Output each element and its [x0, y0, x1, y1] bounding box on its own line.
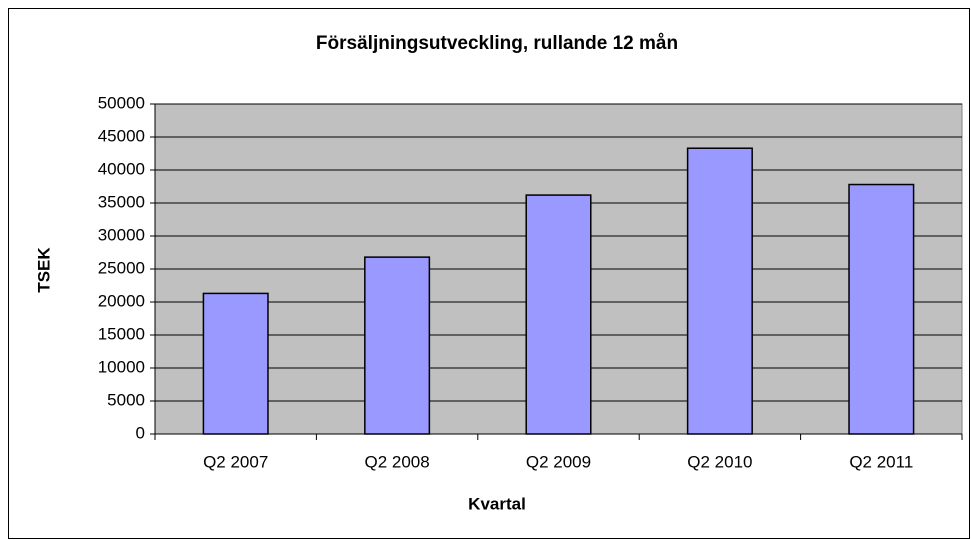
y-tick-label: 40000 — [98, 159, 145, 178]
y-tick-label: 50000 — [98, 93, 145, 112]
y-tick-label: 30000 — [98, 225, 145, 244]
y-tick-label: 20000 — [98, 291, 145, 310]
y-tick-label: 35000 — [98, 192, 145, 211]
x-tick-label: Q2 2011 — [849, 452, 913, 471]
bar — [686, 147, 753, 435]
bar — [525, 194, 592, 435]
x-tick-label: Q2 2010 — [687, 452, 752, 471]
y-tick-label: 0 — [136, 423, 145, 442]
x-tick-label: Q2 2007 — [203, 452, 268, 471]
bar — [202, 292, 269, 435]
bar — [848, 183, 915, 435]
y-tick-label: 5000 — [107, 390, 145, 409]
x-tick-label: Q2 2009 — [526, 452, 591, 471]
x-axis-label: Kvartal — [468, 494, 526, 513]
y-tick-label: 45000 — [98, 126, 145, 145]
y-tick-label: 10000 — [98, 357, 145, 376]
y-tick-label: 25000 — [98, 258, 145, 277]
x-tick-label: Q2 2008 — [364, 452, 429, 471]
chart-title: Försäljningsutveckling, rullande 12 mån — [316, 33, 678, 54]
y-tick-label: 15000 — [98, 324, 145, 343]
bar — [364, 256, 431, 435]
y-axis-label: TSEK — [34, 247, 53, 293]
